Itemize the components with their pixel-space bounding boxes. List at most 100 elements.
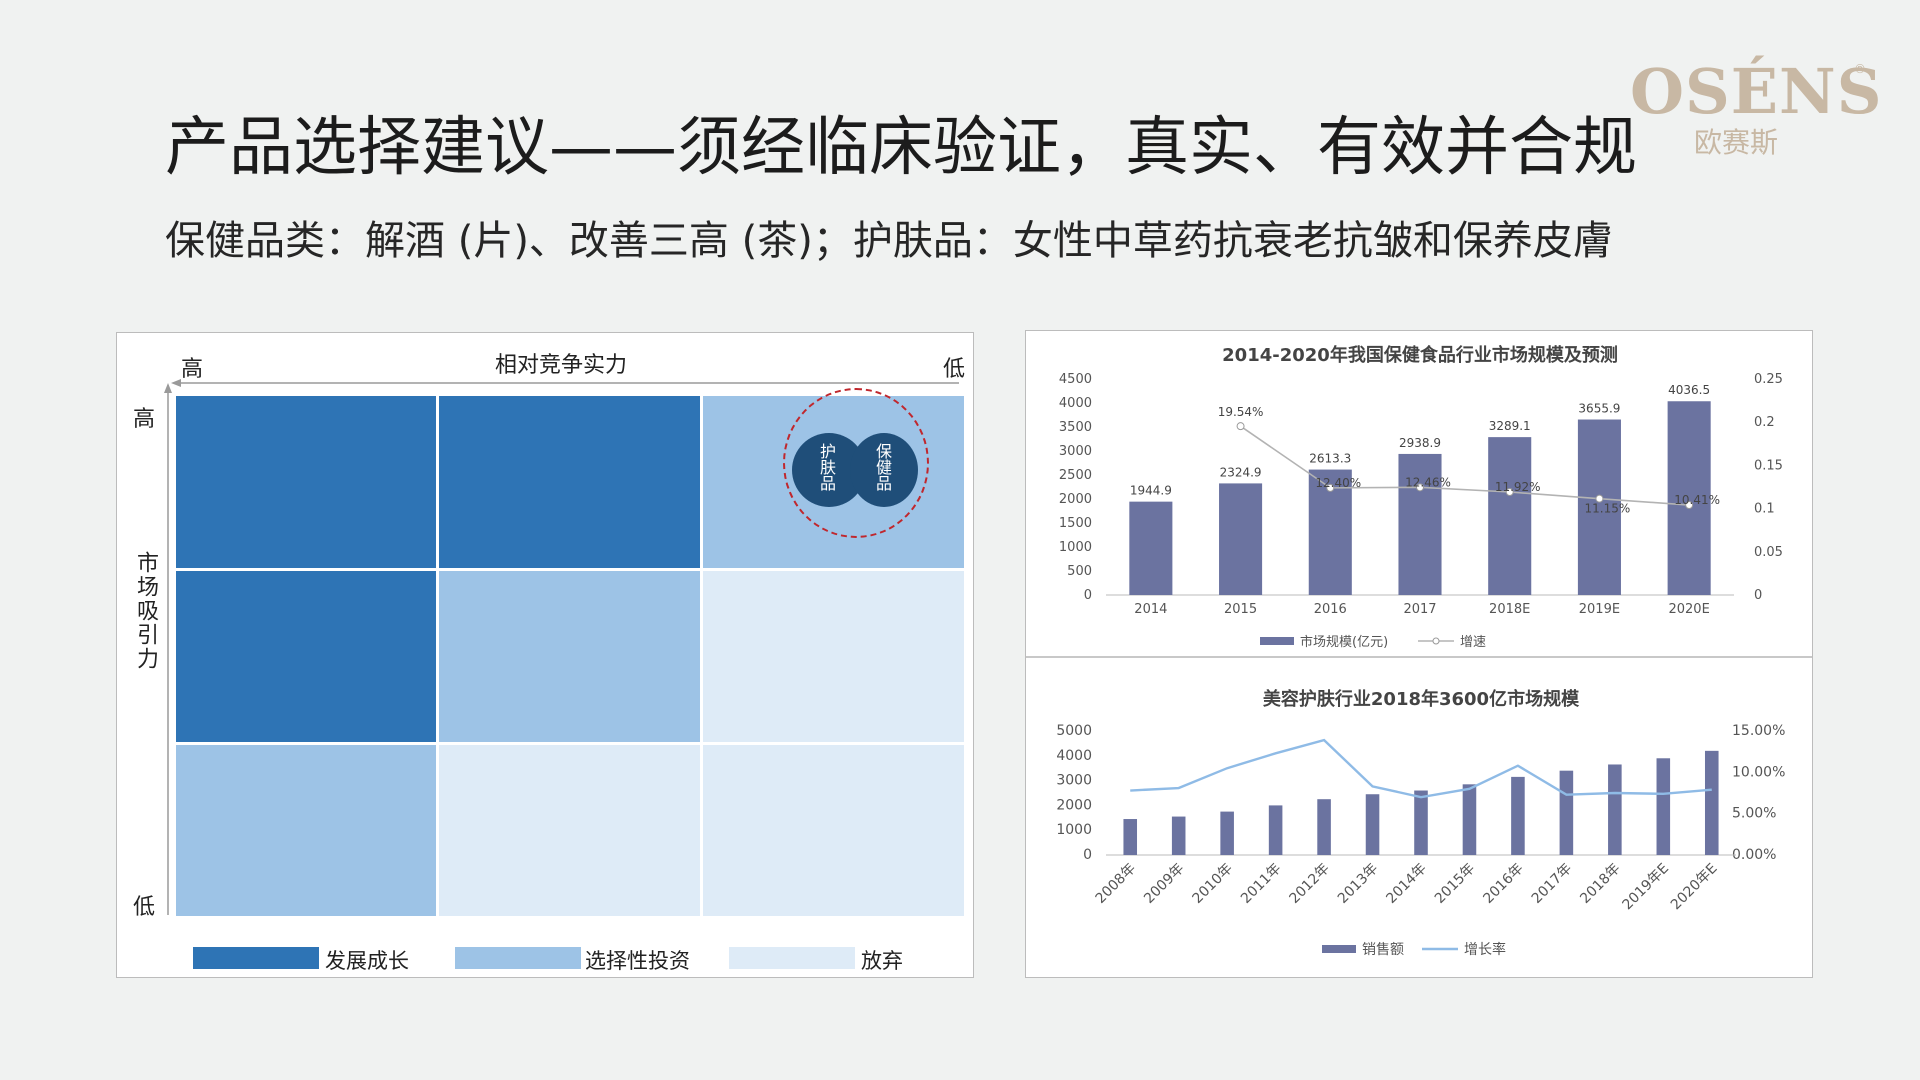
y-right-tick-label: 15.00%: [1732, 723, 1785, 739]
page-subtitle: 保健品类：解酒 (片)、改善三高 (茶)；护肤品：女性中草药抗衰老抗皱和保养皮膚: [165, 218, 1613, 264]
growth-line: [1240, 425, 1690, 506]
bar: [1656, 758, 1671, 855]
product-position-highlight: [783, 388, 929, 538]
growth-data-label: 12.46%: [1405, 475, 1451, 489]
y-left-tick-label: 0: [1083, 847, 1092, 863]
bar: [1704, 750, 1719, 855]
y-right-tick-label: 0.2: [1754, 415, 1775, 430]
bar: [1667, 401, 1711, 595]
osens-logo: OSÉNS ® 欧赛斯: [1630, 60, 1882, 165]
panel-divider: [1026, 656, 1812, 658]
legend-line-label: 增速: [1460, 635, 1486, 650]
x-tick-label: 2020年E: [1668, 861, 1721, 914]
legend-label-abandon: 放弃: [861, 949, 903, 973]
growth-data-label: 11.92%: [1495, 480, 1541, 494]
x-tick-label: 2017年: [1529, 861, 1575, 907]
matrix-cell-mid-mid: [439, 571, 700, 742]
charts-panel: 2014-2020年我国保健食品行业市场规模及预测 0 500 1000 1500 200…: [1025, 330, 1813, 978]
y-left-tick-label: 4500: [1059, 372, 1092, 387]
bar: [1488, 437, 1532, 595]
health-product-circle: [850, 433, 918, 507]
growth-point: [1595, 494, 1604, 503]
growth-point: [1236, 422, 1245, 431]
growth-point: [1326, 483, 1335, 492]
legend-bar-label: 市场规模(亿元): [1300, 634, 1388, 650]
matrix-cell-high-mid: [439, 396, 700, 568]
legend-line-marker: [1432, 637, 1440, 645]
y-left-tick-label: 5000: [1056, 723, 1092, 739]
x-tick-label: 2015: [1224, 602, 1257, 617]
chart-title: 2014-2020年我国保健食品行业市场规模及预测: [1222, 344, 1618, 366]
bar-data-label: 3289.1: [1489, 419, 1531, 433]
y-right-tick-label: 0.1: [1754, 502, 1775, 517]
y-left-tick-label: 3000: [1056, 773, 1092, 789]
y-left-tick-label: 2500: [1059, 468, 1092, 483]
legend-line-label: 增长率: [1464, 941, 1506, 958]
bar: [1398, 453, 1442, 595]
matrix-cell-high-high: [176, 396, 436, 568]
matrix-cell-low-low: [703, 745, 964, 916]
x-axis-low-label: 低: [943, 357, 966, 382]
bar: [1511, 776, 1525, 855]
matrix-cell-low-mid: [439, 745, 700, 916]
legend-bar-swatch: [1322, 945, 1356, 953]
y-left-tick-label: 1500: [1059, 516, 1092, 531]
legend-swatch-abandon: [729, 947, 855, 969]
matrix-cell-low-high: [176, 745, 436, 916]
x-tick-label: 2011年: [1238, 861, 1284, 907]
bar-data-label: 2938.9: [1399, 436, 1441, 450]
y-left-tick-label: 3000: [1059, 444, 1092, 459]
growth-data-label: 12.40%: [1315, 476, 1361, 490]
y-left-tick-label: 1000: [1059, 540, 1092, 555]
x-tick-label: 2012年: [1286, 861, 1332, 907]
x-tick-label: 2014年: [1383, 861, 1429, 907]
bar-data-label: 3655.9: [1578, 402, 1620, 416]
y-axis-high-label: 高: [133, 407, 156, 432]
growth-point: [1505, 488, 1514, 497]
logo-wordmark: OSÉNS: [1630, 55, 1883, 128]
bar-data-label: 2324.9: [1220, 465, 1262, 479]
logo-chinese-name: 欧赛斯: [1694, 126, 1779, 159]
y-axis-low-label: 低: [133, 895, 156, 920]
skincare-circle-label: 护肤品: [817, 443, 836, 491]
y-right-tick-label: 10.00%: [1732, 764, 1785, 780]
bar: [1559, 770, 1574, 855]
bar: [1608, 764, 1622, 855]
bar: [1317, 799, 1331, 855]
x-tick-label: 2016年: [1480, 861, 1526, 907]
y-left-tick-label: 1000: [1056, 822, 1092, 838]
y-left-tick-label: 2000: [1059, 492, 1092, 507]
x-tick-label: 2016: [1314, 602, 1347, 617]
x-tick-label: 2019E: [1579, 602, 1620, 617]
x-tick-label: 2017: [1403, 602, 1436, 617]
growth-point: [1416, 483, 1424, 492]
x-tick-label: 2019年E: [1619, 861, 1672, 914]
growth-data-label: 19.54%: [1218, 405, 1264, 419]
ge-matrix-panel: 高 相对竞争实力 低 高 市场吸引力 低 护肤品 保健品 发展成长 选择性投资 …: [116, 332, 974, 978]
y-left-tick-label: 0: [1084, 588, 1092, 603]
x-tick-label: 2018E: [1489, 602, 1530, 617]
legend-swatch-selective: [455, 947, 581, 969]
y-left-tick-label: 2000: [1056, 797, 1092, 813]
logo-registered-mark: ®: [1854, 62, 1866, 76]
y-right-tick-label: 0.15: [1754, 458, 1783, 473]
page-title: 产品选择建议——须经临床验证，真实、有效并合规: [165, 111, 1637, 185]
x-tick-label: 2013年: [1335, 861, 1381, 907]
growth-point: [1685, 501, 1694, 510]
matrix-axis-arrows: [164, 379, 959, 915]
legend-label-develop: 发展成长: [325, 949, 409, 973]
x-tick-label: 2020E: [1668, 602, 1709, 617]
bar: [1268, 805, 1283, 855]
growth-data-label: 11.15%: [1585, 502, 1631, 516]
health-food-market-chart: 2014-2020年我国保健食品行业市场规模及预测 0 500 1000 1500 200…: [1059, 344, 1783, 650]
matrix-cell-mid-high: [176, 571, 436, 742]
x-axis-high-label: 高: [181, 357, 204, 382]
bar: [1171, 816, 1186, 855]
bar-data-label: 4036.5: [1668, 383, 1710, 397]
bar: [1462, 784, 1477, 855]
x-tick-label: 2014: [1134, 602, 1167, 617]
y-left-tick-label: 500: [1067, 564, 1092, 579]
y-right-tick-label: 5.00%: [1732, 806, 1776, 822]
bar: [1414, 790, 1428, 855]
y-right-tick-label: 0.00%: [1732, 847, 1776, 863]
